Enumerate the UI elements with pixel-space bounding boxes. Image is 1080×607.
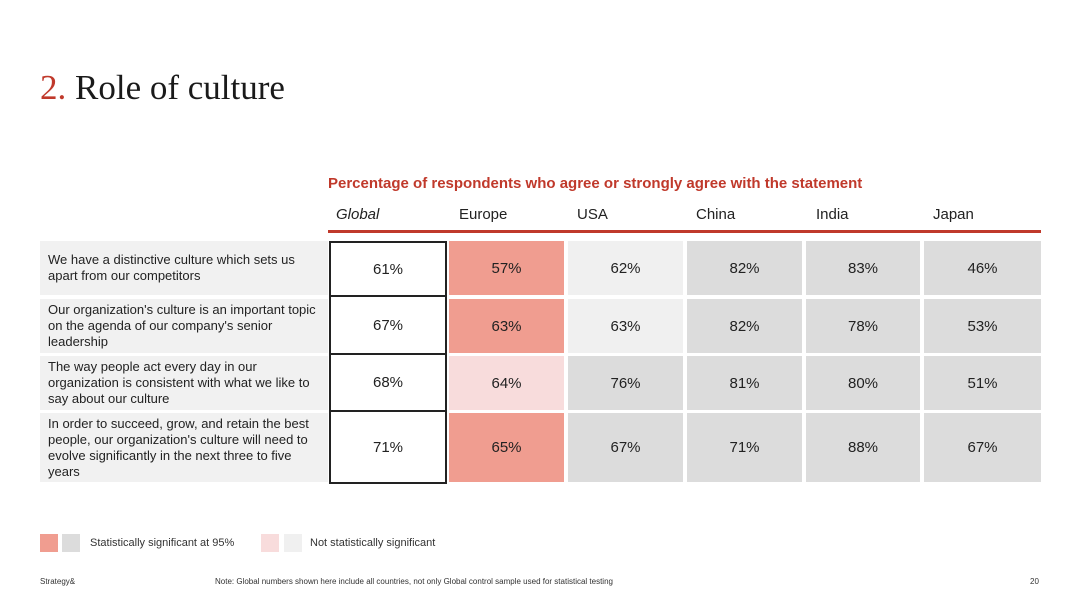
table-cell-usa: 67%: [568, 413, 683, 482]
table-cell-europe: 57%: [449, 241, 564, 295]
table-cell-india: 83%: [806, 241, 920, 295]
row-label: We have a distinctive culture which sets…: [40, 241, 328, 295]
legend-significant-label: Statistically significant at 95%: [90, 537, 235, 549]
column-header-india: India: [816, 206, 849, 223]
row-label: Our organization's culture is an importa…: [40, 299, 328, 353]
legend-swatch-not-significant-red: [261, 534, 279, 552]
table-cell-china: 71%: [687, 413, 802, 482]
table-cell-global: 68%: [329, 355, 447, 412]
table-cell-india: 80%: [806, 356, 920, 410]
row-label: The way people act every day in our orga…: [40, 356, 328, 410]
table-cell-europe: 63%: [449, 299, 564, 353]
column-header-usa: USA: [577, 206, 608, 223]
table-cell-india: 88%: [806, 413, 920, 482]
section-number: 2.: [40, 68, 67, 107]
table-cell-europe: 65%: [449, 413, 564, 482]
table-subtitle: Percentage of respondents who agree or s…: [328, 175, 863, 192]
footer-brand: Strategy&: [40, 577, 76, 586]
table-cell-usa: 62%: [568, 241, 683, 295]
page-number: 20: [1030, 577, 1039, 586]
legend-swatch-significant-grey: [62, 534, 80, 552]
title-text: Role of culture: [75, 68, 285, 107]
table-cell-japan: 51%: [924, 356, 1041, 410]
table-cell-global: 67%: [329, 297, 447, 355]
table-cell-japan: 46%: [924, 241, 1041, 295]
table-cell-usa: 76%: [568, 356, 683, 410]
table-cell-japan: 67%: [924, 413, 1041, 482]
legend-swatch-not-significant-grey: [284, 534, 302, 552]
legend-swatch-significant-red: [40, 534, 58, 552]
column-header-japan: Japan: [933, 206, 974, 223]
table-cell-china: 82%: [687, 299, 802, 353]
column-header-china: China: [696, 206, 736, 223]
header-divider: [328, 230, 1041, 233]
table-cell-india: 78%: [806, 299, 920, 353]
footer-note: Note: Global numbers shown here include …: [215, 577, 613, 586]
legend-not-significant-label: Not statistically significant: [310, 537, 436, 549]
column-header-europe: Europe: [459, 206, 508, 223]
row-label: In order to succeed, grow, and retain th…: [40, 413, 328, 482]
table-cell-japan: 53%: [924, 299, 1041, 353]
page-title: 2. Role of culture: [40, 68, 285, 108]
column-header-global: Global: [336, 206, 380, 223]
table-cell-global: 71%: [329, 412, 447, 484]
table-cell-usa: 63%: [568, 299, 683, 353]
table-cell-china: 82%: [687, 241, 802, 295]
table-cell-global: 61%: [329, 241, 447, 297]
table-cell-china: 81%: [687, 356, 802, 410]
table-cell-europe: 64%: [449, 356, 564, 410]
